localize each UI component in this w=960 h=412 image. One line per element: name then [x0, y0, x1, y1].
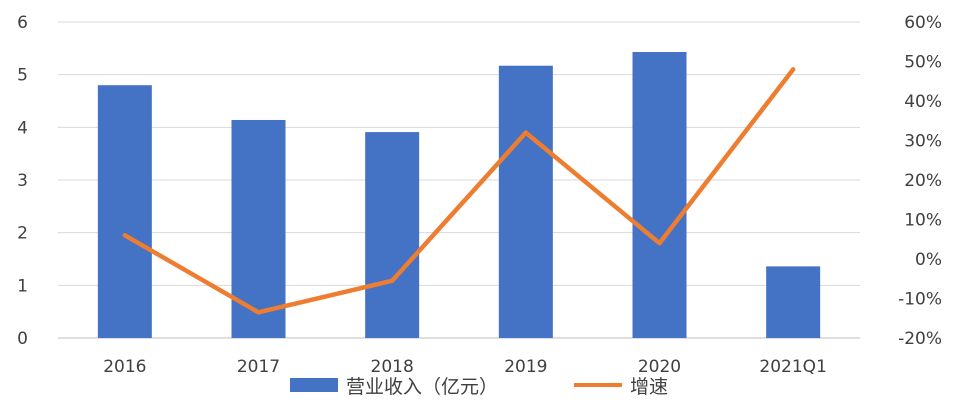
category-label: 2018	[371, 357, 414, 377]
legend-swatch-revenue	[290, 378, 338, 392]
right-tick-label: -10%	[898, 290, 942, 310]
right-tick-label: 30%	[904, 132, 942, 152]
revenue-bars	[97, 52, 821, 339]
right-tick-label: 40%	[904, 92, 942, 112]
left-tick-label: 2	[17, 224, 28, 244]
legend-label-growth: 增速	[630, 376, 668, 398]
gridlines	[58, 21, 860, 339]
right-tick-label: 50%	[904, 53, 942, 73]
left-tick-label: 1	[17, 276, 28, 296]
category-label: 2017	[237, 357, 280, 377]
bar-2018	[365, 132, 420, 338]
bar-2016	[97, 85, 152, 338]
bar-2020	[632, 52, 687, 339]
growth-point-2021Q1	[791, 67, 796, 72]
left-tick-label: 6	[17, 13, 28, 33]
category-label: 2021Q1	[759, 357, 826, 377]
right-tick-label: 20%	[904, 171, 942, 191]
bar-2019	[498, 65, 553, 339]
left-tick-label: 4	[17, 118, 28, 138]
growth-point-2017	[256, 310, 261, 315]
right-tick-label: 10%	[904, 211, 942, 231]
category-labels: 2016 2017 2018 2019 2020 2021Q1	[103, 357, 827, 377]
right-tick-label: -20%	[898, 329, 942, 349]
category-label: 2016	[103, 357, 146, 377]
left-tick-label: 3	[17, 171, 28, 191]
growth-point-2019	[523, 130, 528, 135]
right-tick-label: 60%	[904, 13, 942, 33]
growth-point-2016	[122, 233, 127, 238]
left-axis-ticks: 0 1 2 3 4 5 6	[17, 13, 28, 349]
growth-point-2018	[390, 278, 395, 283]
legend-label-revenue: 营业收入（亿元）	[346, 376, 498, 398]
right-tick-label: 0%	[915, 250, 942, 270]
right-axis-ticks: -20% -10% 0% 10% 20% 30% 40% 50% 60%	[898, 13, 942, 349]
bar-2021Q1	[766, 266, 821, 338]
category-label: 2020	[638, 357, 681, 377]
bar-2017	[231, 119, 286, 339]
growth-point-2020	[657, 241, 662, 246]
category-label: 2019	[504, 357, 547, 377]
legend: 营业收入（亿元） 增速	[290, 376, 668, 398]
growth-line	[122, 67, 796, 315]
left-tick-label: 5	[17, 66, 28, 86]
left-tick-label: 0	[17, 329, 28, 349]
growth-polyline	[122, 67, 796, 315]
